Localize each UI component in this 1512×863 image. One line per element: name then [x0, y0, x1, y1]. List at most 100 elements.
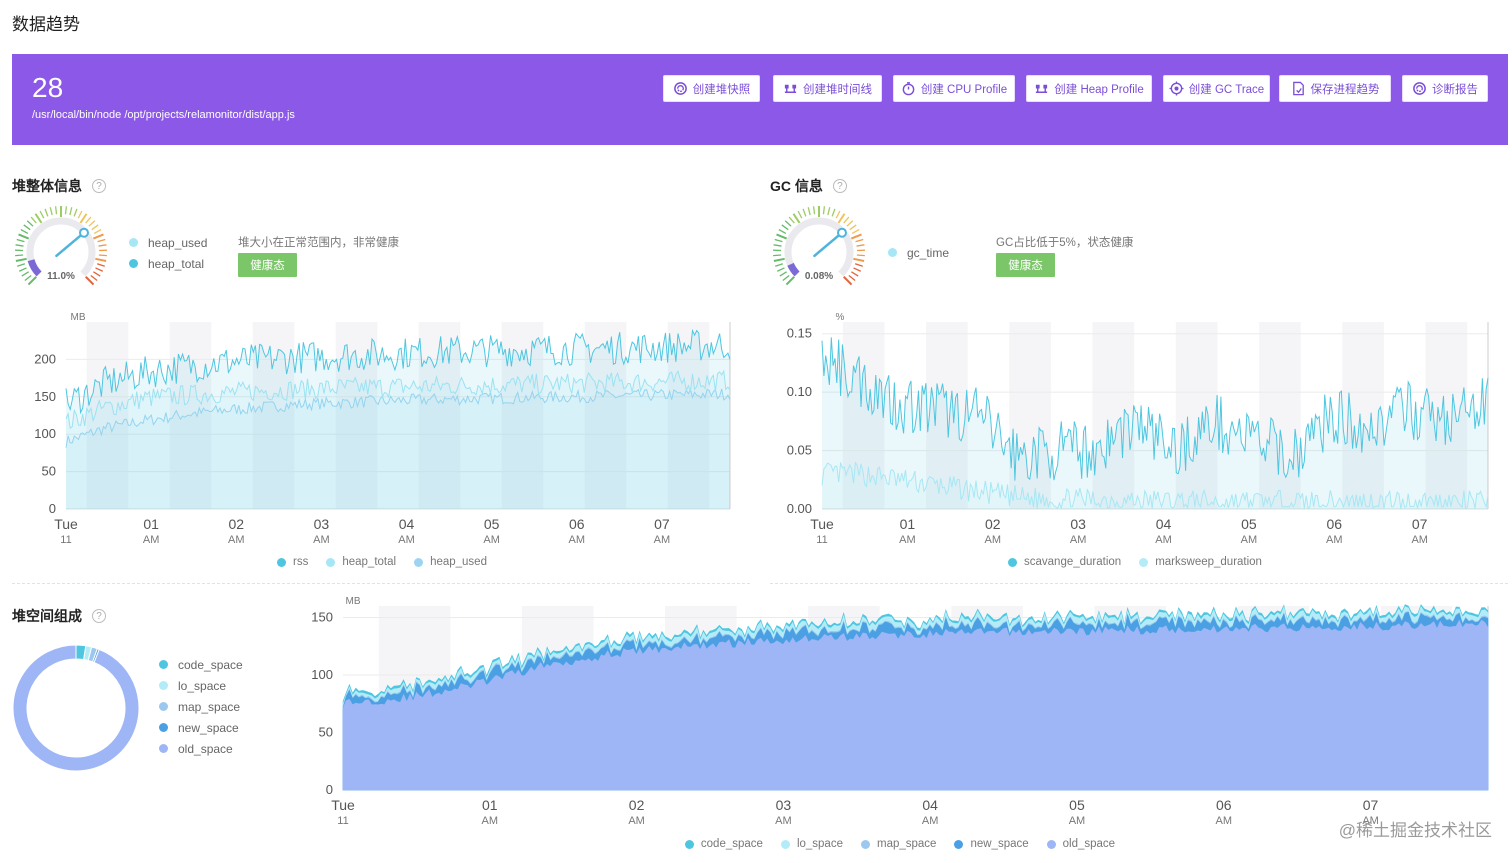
legend-item-scavange-duration[interactable]: scavange_duration — [1008, 556, 1121, 568]
help-icon[interactable]: ? — [92, 179, 106, 193]
gauge-tick — [18, 267, 27, 272]
help-icon[interactable]: ? — [92, 609, 106, 623]
legend-item-heap-used[interactable]: heap_used — [414, 556, 487, 568]
legend-label: new_space — [970, 838, 1029, 850]
x-tick-sublabel: AM — [483, 534, 500, 546]
section-divider — [12, 583, 750, 584]
gauge-tick — [853, 267, 862, 272]
create-gc-trace-button[interactable]: 创建 GC Trace — [1163, 75, 1270, 102]
legend-label: map_space — [876, 838, 937, 850]
x-tick-label: 04 — [922, 797, 938, 813]
y-tick-label: 100 — [34, 426, 56, 441]
gauge-needle-head — [836, 227, 847, 238]
series-area-heap_used — [66, 388, 730, 509]
x-tick-label: 02 — [985, 516, 1001, 532]
watermark: @稀土掘金技术社区 — [1338, 821, 1492, 840]
x-tick-sublabel: AM — [482, 815, 499, 827]
gauge-tick — [93, 271, 101, 277]
legend-dot — [129, 238, 138, 247]
legend-item-gc-time: gc_time — [888, 242, 949, 263]
legend-label: old_space — [178, 741, 233, 756]
gauge-tick — [850, 233, 862, 240]
chart-band — [1425, 322, 1468, 509]
legend-item-map-space[interactable]: map_space — [860, 838, 937, 850]
gauge-tick — [776, 233, 788, 240]
create-heap-profile-button[interactable]: 创建 Heap Profile — [1026, 75, 1152, 102]
button-label: 创建堆快照 — [692, 83, 751, 96]
legend-item-lo-space[interactable]: lo_space — [780, 838, 843, 850]
x-tick-sublabel: AM — [899, 534, 916, 546]
cpu-profile-icon — [902, 82, 915, 96]
x-tick-sublabel: AM — [313, 534, 330, 546]
legend-dot — [159, 681, 168, 690]
x-tick-label: 04 — [1156, 516, 1172, 532]
gauge-tick — [98, 244, 107, 247]
x-tick-sublabel: AM — [654, 534, 671, 546]
x-tick-sublabel: AM — [985, 534, 1002, 546]
y-tick-label: 150 — [34, 389, 56, 404]
legend-label: scavange_duration — [1024, 556, 1122, 568]
legend-item-code-space[interactable]: code_space — [684, 838, 763, 850]
gauge-tick — [85, 276, 95, 286]
chart-band — [1259, 322, 1301, 509]
gc-info-title-text: GC 信息 — [770, 178, 823, 194]
legend-item-heap-used: heap_used — [129, 232, 207, 253]
x-tick-sublabel: AM — [1326, 534, 1343, 546]
gauge-tick — [827, 207, 831, 216]
gauge-needle — [55, 231, 86, 258]
legend-item-new-space[interactable]: new_space — [954, 838, 1029, 850]
x-tick-label: 06 — [1327, 516, 1343, 532]
gauge-tick — [26, 220, 34, 227]
legend-item-heap-total: heap_total — [129, 253, 207, 274]
heap-space-area-chart: 0 50 100 150 MB Tue 11 01 AM 02 AM 03 AM 04 AM 05 AM 06 AM… — [311, 596, 1489, 827]
legend-label: heap_used — [148, 235, 208, 250]
legend-item-new-space: new_space — [159, 717, 243, 738]
diagnose-report-button[interactable]: 诊断报告 — [1402, 75, 1488, 102]
legend-item-rss[interactable]: rss — [277, 556, 308, 568]
x-tick-sublabel: AM — [1070, 534, 1087, 546]
gauge-tick — [781, 224, 789, 231]
legend-dot — [414, 557, 424, 567]
x-tick-sublabel: AM — [1241, 534, 1258, 546]
create-heap-snapshot-button[interactable]: 创建堆快照 — [663, 75, 760, 102]
gauge-tick — [90, 275, 98, 281]
legend-dot — [159, 723, 168, 732]
x-tick-sublabel: AM — [1155, 534, 1172, 546]
legend-dot — [159, 702, 168, 711]
gauge-fill — [787, 262, 800, 277]
legend-item-marksweep-duration[interactable]: marksweep_duration — [1139, 556, 1262, 568]
chart-band — [335, 322, 378, 509]
gauge-tick — [776, 267, 785, 272]
gauge-tick — [18, 233, 30, 240]
legend-item-old-space[interactable]: old_space — [1046, 838, 1115, 850]
y-tick-label: 0.05 — [787, 443, 812, 458]
gauge-tick — [73, 208, 78, 217]
gauge-tick — [856, 244, 865, 247]
create-heap-timeline-button[interactable]: 创建堆时间线 — [773, 75, 882, 102]
gauge-tick — [778, 228, 787, 234]
help-icon[interactable]: ? — [832, 179, 847, 193]
save-process-trend-button[interactable]: 保存进程趋势 — [1279, 75, 1391, 102]
gauge-tick — [779, 271, 787, 277]
gc-gauge — [773, 206, 865, 286]
x-tick-label: 03 — [776, 797, 792, 813]
button-label: 创建 CPU Profile — [920, 83, 1008, 96]
series-area-heap_total — [66, 371, 730, 509]
create-cpu-profile-button[interactable]: 创建 CPU Profile — [893, 75, 1015, 102]
snapshot-icon — [673, 82, 687, 95]
diagnose-icon — [1413, 82, 1426, 95]
gauge-track — [784, 217, 854, 277]
x-tick-label: Tue — [331, 797, 355, 813]
legend-label: lo_space — [178, 678, 227, 693]
gauge-tick — [27, 276, 37, 286]
x-tick-label: 01 — [143, 516, 159, 532]
gauge-tick — [851, 271, 859, 277]
heap-status-text: 堆大小在正常范围内，非常健康 — [238, 237, 399, 249]
legend-label: heap_total — [148, 256, 205, 271]
x-tick-label: 03 — [1070, 516, 1086, 532]
save-trend-icon — [1292, 81, 1304, 96]
button-label: 创建 Heap Profile — [1054, 83, 1144, 96]
legend-item-heap-total[interactable]: heap_total — [326, 556, 396, 568]
process-command: /usr/local/bin/node /opt/projects/relamo… — [32, 109, 295, 121]
x-tick-label: 05 — [1241, 516, 1257, 532]
